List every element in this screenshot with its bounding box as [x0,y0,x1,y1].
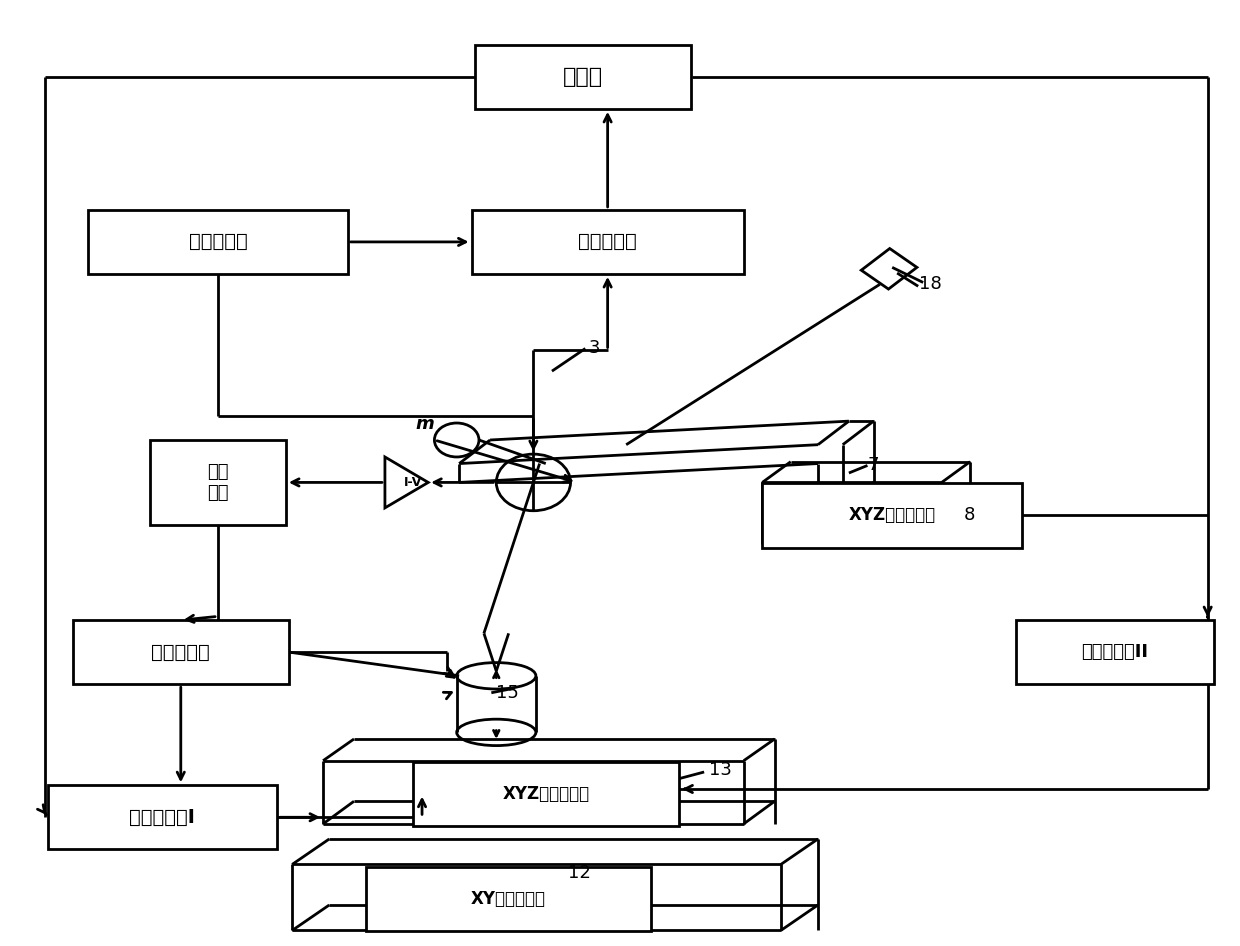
Text: 线圈驱动器: 线圈驱动器 [151,642,210,661]
Text: XYZ纳米定位台: XYZ纳米定位台 [502,784,589,803]
Bar [150,440,286,525]
Bar [88,210,347,274]
Text: 12: 12 [568,864,591,882]
Text: 压电控制器II: 压电控制器II [1081,643,1148,661]
Bar [471,210,744,274]
Text: 数据采集卡: 数据采集卡 [578,233,637,252]
Text: 信号发生器: 信号发生器 [188,233,247,252]
Text: 压电控制器I: 压电控制器I [129,808,195,827]
Bar [763,483,1022,548]
Text: XY微米定位台: XY微米定位台 [471,890,546,908]
Text: 8: 8 [963,506,976,524]
Text: I-V: I-V [403,476,422,489]
Bar [48,785,277,850]
Text: 低通
滤波: 低通 滤波 [207,463,228,501]
Bar [366,867,651,932]
Bar [72,621,289,684]
Text: 上位机: 上位机 [563,67,603,87]
Bar [475,44,691,109]
Text: 18: 18 [919,275,942,293]
Bar [413,762,678,826]
Text: 3: 3 [589,340,600,358]
Text: XYZ微米定位台: XYZ微米定位台 [848,506,936,524]
Bar [1016,621,1214,684]
Text: 7: 7 [868,457,879,475]
Text: 15: 15 [496,684,520,702]
Text: m: m [415,415,434,433]
Text: 13: 13 [709,762,732,780]
